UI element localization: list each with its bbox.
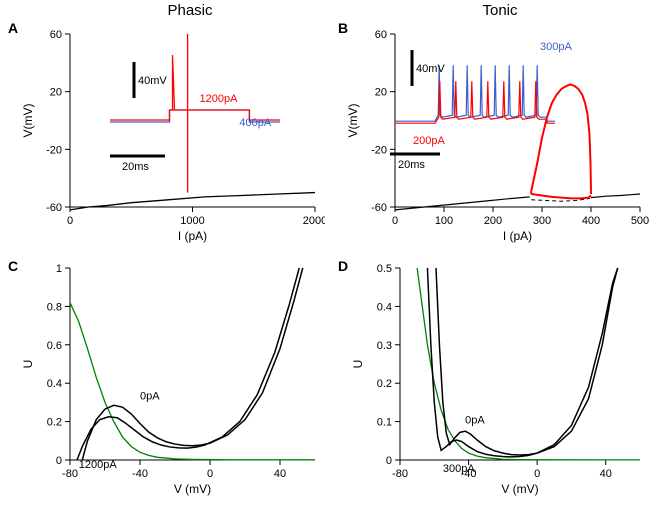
- svg-text:0.8: 0.8: [47, 301, 62, 313]
- svg-text:0pA: 0pA: [465, 415, 485, 427]
- svg-text:V(mV): V(mV): [346, 104, 360, 138]
- svg-text:20: 20: [50, 87, 62, 99]
- svg-text:1200pA: 1200pA: [200, 93, 239, 105]
- svg-text:40mV: 40mV: [138, 75, 167, 87]
- svg-text:-80: -80: [62, 468, 78, 480]
- svg-text:40: 40: [600, 468, 612, 480]
- col-title-tonic: Tonic: [400, 2, 600, 19]
- svg-text:1: 1: [56, 263, 62, 275]
- svg-text:V (mV): V (mV): [174, 482, 211, 496]
- panel-C: -80 -40 0 40 0 0.2 0.4 0.6 0.8 1 V (mV) U 0pA 1200pA: [20, 260, 325, 505]
- svg-text:U: U: [21, 360, 35, 369]
- svg-text:0: 0: [207, 468, 213, 480]
- svg-text:-20: -20: [46, 144, 62, 156]
- panel-label-A: A: [8, 20, 18, 36]
- svg-text:0.2: 0.2: [377, 378, 392, 390]
- svg-text:40: 40: [274, 468, 286, 480]
- svg-text:300: 300: [533, 215, 551, 227]
- svg-text:I (pA): I (pA): [503, 229, 532, 243]
- panel-A: 0 1000 2000 -60 -20 20 60 I (pA) V(mV) 40mV 20ms 12…: [20, 22, 325, 252]
- panel-B-svg: 0 100 200 300 400 500 -60 -20 20 60 I (pA) V(mV) 40m…: [345, 22, 650, 252]
- svg-text:0: 0: [386, 455, 392, 467]
- svg-text:0pA: 0pA: [140, 390, 160, 402]
- svg-text:200: 200: [484, 215, 502, 227]
- svg-text:-60: -60: [46, 202, 62, 214]
- svg-text:-40: -40: [132, 468, 148, 480]
- svg-text:0.1: 0.1: [377, 417, 392, 429]
- svg-text:0.5: 0.5: [377, 263, 392, 275]
- svg-text:0.2: 0.2: [47, 417, 62, 429]
- panel-A-svg: 0 1000 2000 -60 -20 20 60 I (pA) V(mV) 40mV 20ms 12…: [20, 22, 325, 252]
- svg-text:1000: 1000: [180, 215, 204, 227]
- svg-text:-80: -80: [392, 468, 408, 480]
- svg-text:100: 100: [435, 215, 453, 227]
- figure: Phasic Tonic A B C D 010002000-60-202060…: [0, 0, 662, 512]
- svg-text:0.4: 0.4: [47, 378, 62, 390]
- svg-text:2000: 2000: [303, 215, 325, 227]
- svg-text:300pA: 300pA: [540, 41, 572, 53]
- svg-text:V (mV): V (mV): [501, 482, 538, 496]
- svg-text:-60: -60: [371, 202, 387, 214]
- svg-text:-20: -20: [371, 144, 387, 156]
- svg-text:20ms: 20ms: [398, 159, 425, 171]
- svg-text:0: 0: [534, 468, 540, 480]
- svg-text:20: 20: [375, 87, 387, 99]
- svg-text:400: 400: [582, 215, 600, 227]
- svg-text:500: 500: [631, 215, 649, 227]
- svg-text:V(mV): V(mV): [21, 104, 35, 138]
- col-title-phasic: Phasic: [90, 2, 290, 19]
- svg-text:U: U: [351, 360, 365, 369]
- panel-D-svg: -80-4004000.10.20.30.40.5V (mV)U0pA300pA: [345, 260, 650, 505]
- panel-C-svg: -80 -40 0 40 0 0.2 0.4 0.6 0.8 1 V (mV) U 0pA 1200pA: [20, 260, 325, 505]
- svg-text:0: 0: [67, 215, 73, 227]
- svg-text:300pA: 300pA: [443, 463, 475, 475]
- svg-text:20ms: 20ms: [122, 161, 149, 173]
- svg-text:200pA: 200pA: [413, 135, 445, 147]
- svg-text:0: 0: [56, 455, 62, 467]
- svg-text:60: 60: [50, 29, 62, 41]
- svg-text:40mV: 40mV: [416, 63, 445, 75]
- svg-text:0.3: 0.3: [377, 340, 392, 352]
- svg-text:60: 60: [375, 29, 387, 41]
- panel-D: -80-4004000.10.20.30.40.5V (mV)U0pA300pA: [345, 260, 650, 505]
- svg-text:0: 0: [392, 215, 398, 227]
- svg-text:I (pA): I (pA): [178, 229, 207, 243]
- svg-text:0.6: 0.6: [47, 340, 62, 352]
- svg-text:1200pA: 1200pA: [79, 459, 118, 471]
- svg-text:0.4: 0.4: [377, 301, 392, 313]
- svg-text:400pA: 400pA: [239, 117, 271, 129]
- panel-label-C: C: [8, 258, 18, 274]
- panel-B: 0 100 200 300 400 500 -60 -20 20 60 I (pA) V(mV) 40m…: [345, 22, 650, 252]
